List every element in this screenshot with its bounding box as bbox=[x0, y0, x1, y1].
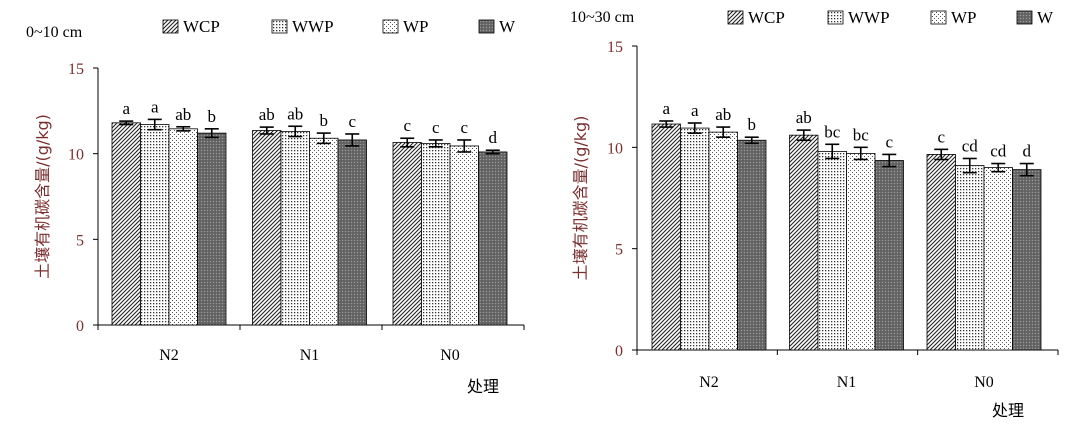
bar-wwp-n2 bbox=[140, 124, 170, 326]
bar-wp-n1 bbox=[846, 153, 876, 351]
bar-w-n0 bbox=[1012, 169, 1042, 351]
significance-label: a bbox=[122, 99, 130, 118]
significance-label: d bbox=[489, 128, 498, 147]
significance-label: b bbox=[208, 107, 217, 126]
bar-wwp-n0 bbox=[955, 165, 985, 351]
bar-w-n2 bbox=[737, 139, 767, 351]
significance-label: d bbox=[1023, 142, 1032, 161]
significance-label: b bbox=[320, 111, 329, 130]
bar-wcp-n2 bbox=[111, 122, 141, 326]
legend-swatch-wp bbox=[930, 10, 947, 25]
legend-swatch-w bbox=[1016, 10, 1033, 25]
y-tick-label: 15 bbox=[68, 61, 84, 78]
bar-wp-n2 bbox=[168, 128, 198, 326]
bar-wp-n1 bbox=[309, 137, 339, 326]
significance-label: bc bbox=[824, 122, 841, 141]
significance-label: a bbox=[662, 99, 670, 118]
legend-label-wwp: WWP bbox=[292, 17, 334, 36]
significance-label: cd bbox=[990, 142, 1007, 161]
legend-label-wcp: WCP bbox=[748, 8, 785, 27]
bar-wwp-n1 bbox=[817, 150, 847, 351]
x-tick-label: N0 bbox=[440, 347, 460, 364]
y-tick-label: 10 bbox=[68, 147, 84, 164]
legend-swatch-wwp bbox=[271, 19, 288, 34]
bar-w-n0 bbox=[478, 151, 508, 326]
y-tick-label: 0 bbox=[76, 318, 84, 335]
legend-label-w: W bbox=[499, 17, 516, 36]
bar-wcp-n0 bbox=[926, 154, 956, 351]
legend-swatch-wcp bbox=[162, 19, 179, 34]
bar-wcp-n2 bbox=[651, 123, 681, 351]
significance-label: cd bbox=[962, 136, 979, 155]
bar-w-n2 bbox=[197, 132, 227, 326]
legend-swatch-wcp bbox=[727, 10, 744, 25]
significance-label: a bbox=[691, 101, 699, 120]
x-axis-label: 处理 bbox=[467, 377, 499, 396]
bar-wcp-n0 bbox=[392, 142, 422, 326]
bar-wwp-n2 bbox=[680, 127, 710, 351]
legend-label-wp: WP bbox=[951, 8, 977, 27]
significance-label: ab bbox=[715, 105, 731, 124]
legend-swatch-wwp bbox=[827, 10, 844, 25]
legend-swatch-wp bbox=[382, 19, 399, 34]
y-axis-label: 土壤有机碳含量/(g/kg) bbox=[571, 116, 590, 281]
x-tick-label: N1 bbox=[300, 347, 320, 364]
bar-wwp-n0 bbox=[421, 142, 451, 326]
x-tick-label: N0 bbox=[974, 374, 994, 391]
panel-title: 10~30 cm bbox=[570, 9, 635, 26]
panel-title: 0~10 cm bbox=[26, 24, 83, 41]
legend-label-wcp: WCP bbox=[183, 17, 220, 36]
significance-label: c bbox=[432, 118, 440, 137]
bar-wcp-n1 bbox=[252, 130, 282, 326]
significance-label: b bbox=[748, 115, 757, 134]
y-tick-label: 5 bbox=[76, 232, 84, 249]
significance-label: c bbox=[460, 118, 468, 137]
significance-label: a bbox=[151, 97, 159, 116]
significance-label: ab bbox=[259, 105, 275, 124]
legend-label-wwp: WWP bbox=[848, 8, 890, 27]
bar-w-n1 bbox=[874, 160, 904, 351]
x-axis-label: 处理 bbox=[992, 401, 1024, 420]
y-tick-label: 10 bbox=[607, 140, 623, 157]
legend-label-wp: WP bbox=[403, 17, 429, 36]
significance-label: ab bbox=[175, 105, 191, 124]
y-tick-label: 5 bbox=[615, 242, 623, 259]
y-tick-label: 15 bbox=[607, 39, 623, 56]
significance-label: ab bbox=[796, 108, 812, 127]
legend-swatch-w bbox=[478, 19, 495, 34]
bar-wp-n2 bbox=[708, 131, 738, 351]
legend-label-w: W bbox=[1037, 8, 1054, 27]
significance-label: ab bbox=[287, 104, 303, 123]
significance-label: c bbox=[937, 127, 945, 146]
x-tick-label: N1 bbox=[837, 374, 857, 391]
x-tick-label: N2 bbox=[159, 347, 179, 364]
bar-wp-n0 bbox=[983, 167, 1013, 351]
significance-label: c bbox=[885, 132, 893, 151]
y-axis-label: 土壤有机碳含量/(g/kg) bbox=[33, 114, 52, 279]
bar-w-n1 bbox=[337, 139, 367, 326]
x-tick-label: N2 bbox=[699, 374, 719, 391]
y-tick-label: 0 bbox=[615, 343, 623, 360]
significance-label: bc bbox=[853, 125, 870, 144]
significance-label: c bbox=[348, 112, 356, 131]
bar-wcp-n1 bbox=[789, 134, 819, 351]
significance-label: c bbox=[403, 116, 411, 135]
bar-wwp-n1 bbox=[280, 130, 310, 326]
bar-wp-n0 bbox=[449, 145, 479, 326]
